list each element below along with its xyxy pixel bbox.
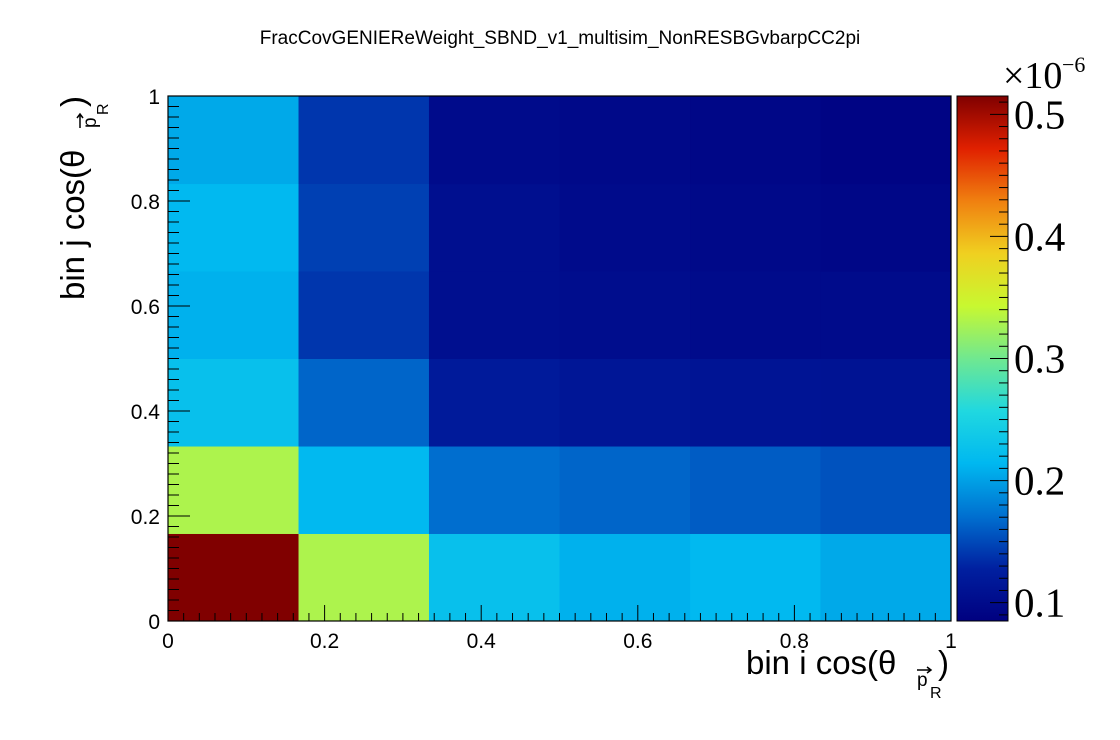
heatmap-cell: [298, 183, 430, 272]
color-scale-multiplier-exp: −6: [1062, 52, 1085, 77]
y-tick-label: 0.2: [131, 506, 160, 529]
y-tick-label: 0.4: [131, 401, 161, 424]
y-tick-label: 0: [148, 611, 160, 634]
svg-text:bin i cos(θ: bin i cos(θ: [746, 644, 896, 681]
x-tick-label: 0.4: [467, 630, 497, 653]
heatmap-cell: [428, 358, 560, 447]
y-axis-label: bin j cos(θ p R ): [54, 96, 112, 300]
x-axis-label-sub: R: [930, 685, 942, 702]
y-tick-label: 0.8: [131, 191, 160, 214]
heatmap-cell: [559, 358, 691, 447]
color-scale-tick-label: 0.3: [1014, 336, 1065, 382]
heatmap-cell: [559, 533, 691, 622]
y-axis-label-close: ): [54, 96, 91, 107]
x-tick-label: 0.8: [780, 630, 809, 653]
color-scale-ticks: 0.1 0.2 0.3 0.4 0.5: [990, 91, 1065, 626]
heatmap-cell: [168, 183, 300, 272]
heatmap-cells: [168, 96, 952, 622]
y-tick-label: 1: [148, 86, 160, 109]
x-tick-label: 1: [945, 630, 957, 653]
heatmap-cell: [820, 358, 952, 447]
heatmap-cell: [428, 533, 560, 622]
heatmap-cell: [559, 96, 691, 185]
x-tick-label: 0.2: [310, 630, 339, 653]
heatmap-cell: [168, 270, 300, 359]
heatmap-cell: [559, 270, 691, 359]
heatmap-cell: [298, 96, 430, 185]
heatmap-cell: [820, 96, 952, 185]
heatmap-cell: [690, 96, 821, 185]
heatmap-cell: [820, 446, 952, 534]
heatmap-cell: [428, 96, 560, 185]
x-arrow-icon: [917, 666, 933, 674]
x-axis-label: bin i cos(θ p R ): [746, 644, 949, 702]
heatmap-cell: [820, 533, 952, 622]
x-tick-label: 0: [162, 630, 174, 653]
x-axis-ticks: 0 0.2 0.4 0.6 0.8 1: [162, 605, 957, 653]
y-axis-ticks: 0 0.2 0.4 0.6 0.8 1: [131, 86, 190, 634]
heatmap-cell: [428, 270, 560, 359]
svg-text:bin j cos(θ: bin j cos(θ: [54, 150, 91, 300]
heatmap-cell: [820, 183, 952, 272]
heatmap-cell: [168, 533, 300, 622]
heatmap-cell: [168, 358, 300, 447]
x-tick-label: 0.6: [623, 630, 652, 653]
y-axis-label-sub: R: [95, 103, 112, 115]
heatmap-cell: [559, 446, 691, 534]
color-scale-tick-label: 0.2: [1014, 458, 1065, 504]
x-axis-label-arrow-sub: p: [917, 670, 928, 691]
heatmap-cell: [690, 533, 821, 622]
y-axis-label-arrow-sub: p: [80, 117, 101, 128]
heatmap-cell: [298, 270, 430, 359]
heatmap-cell: [168, 446, 300, 534]
color-scale-tick-label: 0.4: [1014, 213, 1065, 259]
y-arrow-icon: [76, 112, 84, 128]
y-tick-label: 0.6: [131, 296, 160, 319]
heatmap-cell: [168, 96, 300, 185]
color-scale-multiplier-base: ×10: [1003, 55, 1062, 97]
heatmap-cell: [690, 270, 821, 359]
heatmap-cell: [298, 446, 430, 534]
color-scale-tick-label: 0.5: [1014, 91, 1065, 137]
color-scale-tick-label: 0.1: [1014, 580, 1065, 626]
heatmap-cell: [298, 533, 430, 622]
x-axis-label-close: ): [938, 644, 949, 681]
heatmap-cell: [690, 358, 821, 447]
heatmap-cell: [298, 358, 430, 447]
heatmap-cell: [559, 183, 691, 272]
color-scale-multiplier: ×10 −6: [1003, 52, 1085, 97]
heatmap-cell: [428, 183, 560, 272]
heatmap-cell: [690, 183, 821, 272]
x-axis-label-main: bin i cos(θ: [746, 644, 896, 681]
heatmap-cell: [690, 446, 821, 534]
y-axis-label-main: bin j cos(θ: [54, 150, 91, 300]
heatmap-cell: [428, 446, 560, 534]
chart-title: FracCovGENIEReWeight_SBND_v1_multisim_No…: [260, 28, 860, 49]
heatmap-cell: [820, 270, 952, 359]
